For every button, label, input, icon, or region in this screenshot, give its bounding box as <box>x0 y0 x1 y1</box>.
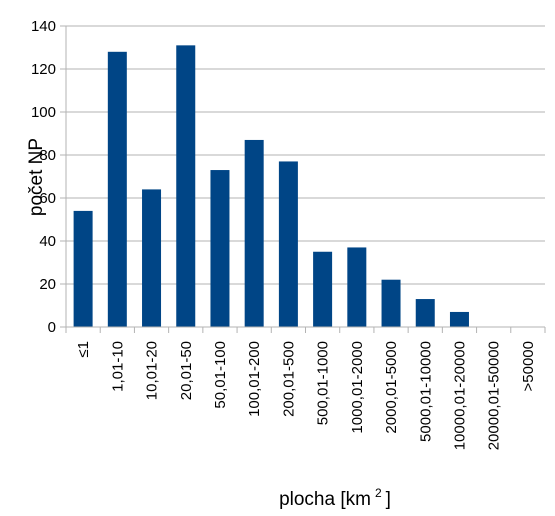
bar <box>244 139 264 327</box>
y-tick-label: 40 <box>39 233 56 250</box>
x-tick-label: 5000,01-10000 <box>417 341 434 442</box>
x-tick-label: 50,01-100 <box>212 341 229 409</box>
x-axis-title-superscript: 2 <box>375 486 382 500</box>
y-tick-label: 0 <box>48 319 56 336</box>
bar <box>107 51 127 328</box>
y-axis-title: počet NP <box>26 138 47 216</box>
x-tick-label: 200,01-500 <box>280 341 297 417</box>
y-tick-label: 60 <box>39 190 56 207</box>
x-axis-title-end: ] <box>386 489 391 510</box>
x-tick-label: ≤1 <box>75 341 92 358</box>
y-tick-label: 100 <box>31 104 56 121</box>
x-tick-label: >50000 <box>520 341 537 391</box>
gridlines <box>66 25 545 328</box>
y-tick-label: 80 <box>39 147 56 164</box>
x-tick-label: 20000,01-50000 <box>486 341 503 450</box>
x-tick-labels: ≤1 1,01-10 10,01-20 20,01-50 50,01-100 100,01… <box>75 341 537 450</box>
bar <box>73 210 93 327</box>
bar <box>176 45 196 327</box>
x-tick-label: 100,01-200 <box>246 341 263 417</box>
y-tick-label: 20 <box>39 276 56 293</box>
x-tick-label: 1000,01-2000 <box>349 341 366 434</box>
bars <box>73 45 469 328</box>
x-tick-label: 20,01-50 <box>178 341 195 400</box>
x-tick-label: 500,01-1000 <box>315 341 332 425</box>
bar <box>415 299 435 327</box>
y-tick-label: 120 <box>31 61 56 78</box>
bar <box>210 170 230 327</box>
bar <box>449 311 469 327</box>
y-tick-label: 140 <box>31 18 56 35</box>
bar <box>313 251 333 327</box>
bar <box>278 161 298 327</box>
x-tick-label: 1,01-10 <box>109 341 126 392</box>
x-tick-label: 10,01-20 <box>144 341 161 400</box>
x-axis-title: plocha [km 2] <box>279 486 391 510</box>
axes <box>60 25 546 333</box>
x-axis-title-main: plocha [km <box>279 489 371 510</box>
bar <box>381 279 401 327</box>
bar <box>347 247 367 327</box>
x-tick-label: 2000,01-5000 <box>383 341 400 434</box>
bar <box>142 189 162 327</box>
y-tick-labels: 0 20 40 60 80 100 120 140 <box>31 18 56 336</box>
x-tick-label: 10000,01-20000 <box>451 341 468 450</box>
